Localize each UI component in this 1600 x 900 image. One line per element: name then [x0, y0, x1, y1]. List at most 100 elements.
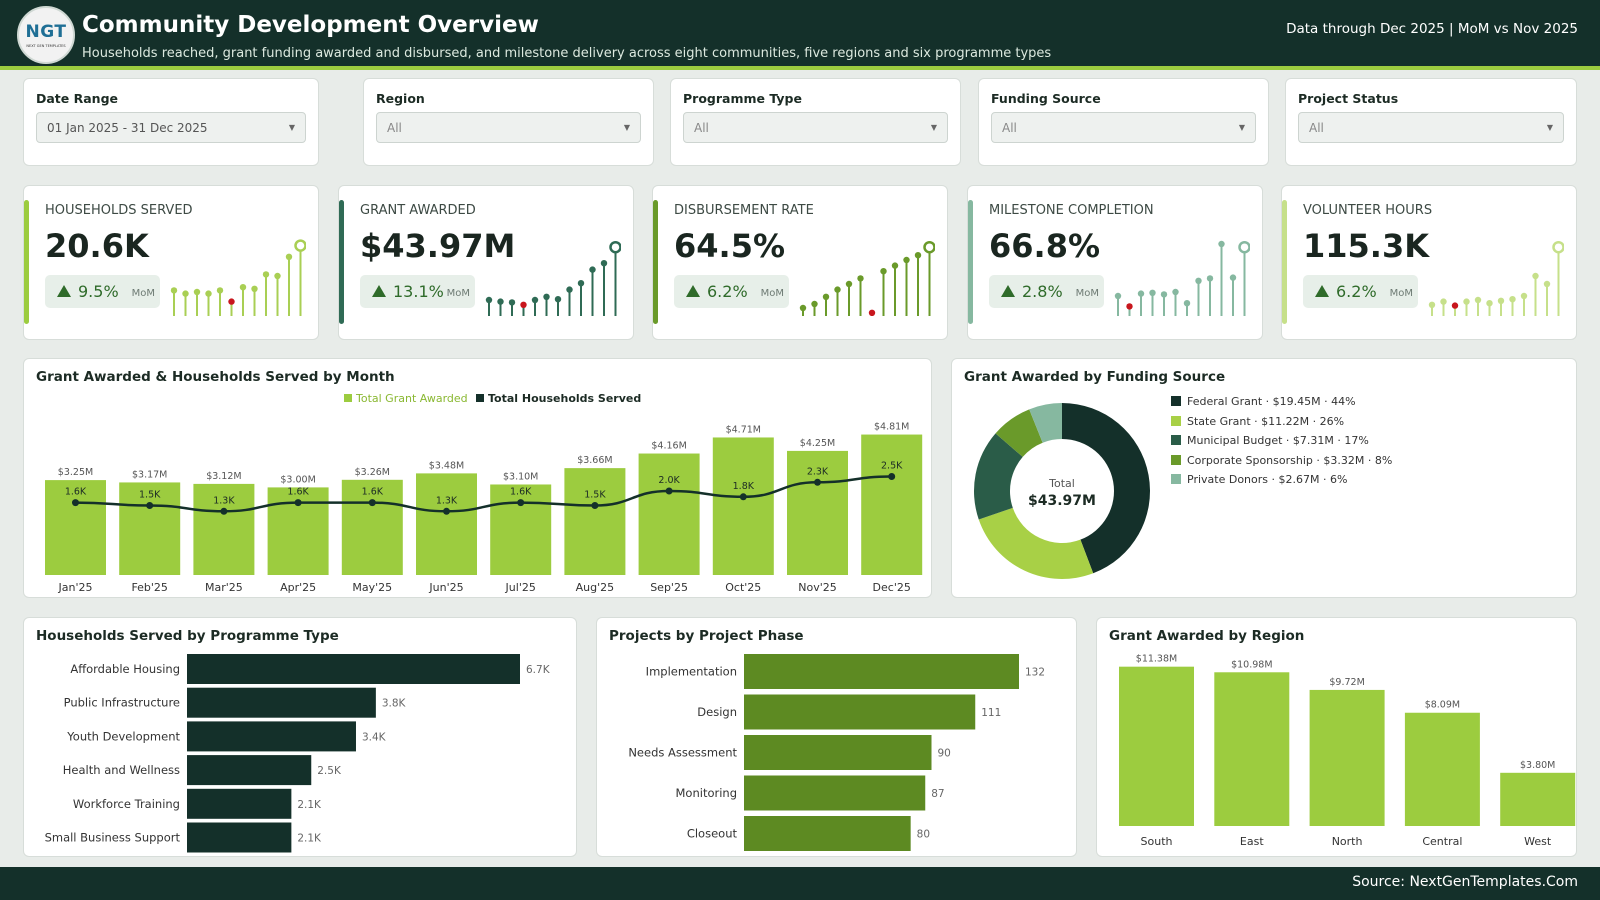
sparkline-point	[834, 286, 841, 293]
households-point	[591, 502, 599, 509]
bar-value-label: $3.80M	[1520, 760, 1555, 771]
bar-value-label: 3.8K	[382, 698, 407, 710]
sparkline-point	[589, 266, 596, 273]
legend-label: Federal Grant · $19.45M · 44%	[1187, 395, 1356, 408]
sparkline-point	[485, 296, 493, 304]
bar-value-label: $3.48M	[429, 460, 464, 471]
category-label: Workforce Training	[73, 797, 180, 811]
kpi-label: MILESTONE COMPLETION	[989, 203, 1154, 218]
filter-label: Project Status	[1298, 91, 1399, 106]
month-bar	[416, 473, 477, 575]
kpi-delta-badge: 6.2% MoM	[674, 275, 789, 308]
kpi-accent-bar	[339, 200, 344, 324]
category-label: Closeout	[687, 827, 738, 841]
legend-swatch-grant	[344, 394, 352, 402]
sparkline-low-point	[1126, 303, 1133, 310]
bar-value-label: 2.1K	[297, 833, 322, 845]
sparkline-point	[262, 271, 270, 278]
filter-value: All	[387, 121, 402, 135]
region-bar	[1500, 772, 1576, 826]
line-value-label: 1.6K	[65, 487, 87, 498]
bar-value-label: 80	[917, 829, 930, 841]
category-bar	[744, 694, 976, 730]
kpi-value: 64.5%	[674, 227, 786, 265]
kpi-sparkline	[170, 239, 306, 316]
line-value-label: 1.6K	[287, 487, 309, 498]
x-tick-label: Nov'25	[798, 581, 837, 594]
funding-source-select[interactable]: All ▼	[991, 112, 1256, 143]
region-bar	[1404, 712, 1480, 826]
sparkline-point	[1486, 300, 1493, 307]
kpi-delta-note: MoM	[446, 288, 470, 299]
category-label: Implementation	[646, 665, 737, 679]
filter-project-status: Project Status All ▼	[1285, 78, 1577, 166]
data-through-note: Data through Dec 2025 | MoM vs Nov 2025	[1286, 21, 1578, 37]
kpi-accent-bar	[653, 200, 658, 324]
x-tick-label: Dec'25	[873, 581, 911, 594]
chart-title: Grant Awarded & Households Served by Mon…	[36, 369, 395, 385]
bar-value-label: 2.1K	[297, 799, 322, 811]
kpi-delta-badge: 13.1% MoM	[360, 275, 475, 308]
date-range-select[interactable]: 01 Jan 2025 - 31 Dec 2025 ▼	[36, 112, 306, 143]
category-label: Affordable Housing	[70, 662, 180, 676]
sparkline-point	[845, 280, 853, 288]
filter-value: All	[1309, 121, 1324, 135]
sparkline-point	[891, 262, 899, 269]
line-value-label: 1.6K	[362, 487, 384, 498]
sparkline-point	[914, 252, 922, 259]
region-select[interactable]: All ▼	[376, 112, 641, 143]
bar-value-label: 132	[1025, 667, 1045, 679]
category-label: Health and Wellness	[63, 763, 180, 777]
logo-text: NGT	[25, 22, 67, 42]
region-bar	[1214, 672, 1290, 826]
bar-value-label: 87	[931, 788, 944, 800]
sparkline-point	[1497, 297, 1505, 304]
legend-swatch	[1171, 396, 1181, 406]
legend-swatch	[1171, 474, 1181, 484]
sparkline-current-marker	[923, 240, 935, 254]
up-arrow-icon	[1315, 285, 1329, 297]
kpi-sparkline	[1428, 240, 1564, 316]
region-bar	[1119, 666, 1194, 826]
x-tick-label: North	[1332, 835, 1363, 848]
sparkline-point	[205, 290, 212, 297]
filter-label: Programme Type	[683, 91, 802, 106]
category-label: Small Business Support	[45, 831, 181, 845]
sparkline-point	[1520, 292, 1528, 300]
programme-type-bar-chart: Affordable Housing 6.7K Public Infrastruct…	[45, 654, 551, 853]
x-tick-label: Jun'25	[428, 581, 463, 594]
sparkline-point	[566, 286, 573, 293]
line-value-label: 1.8K	[733, 481, 755, 492]
month-bar	[861, 434, 923, 575]
project-status-select[interactable]: All ▼	[1298, 112, 1564, 143]
sparkline-low-point	[868, 309, 876, 316]
line-value-label: 1.6K	[510, 487, 532, 498]
project-phase-bar-chart: Implementation 132 Design 111 Needs Assessme…	[628, 654, 1045, 851]
chart-title: Households Served by Programme Type	[36, 628, 339, 644]
sparkline-point	[880, 268, 887, 275]
sparkline-point	[1206, 275, 1214, 282]
category-bar	[744, 735, 932, 770]
month-bar	[712, 437, 774, 575]
programme-type-select[interactable]: All ▼	[683, 112, 948, 143]
donut-slice	[974, 433, 1023, 520]
bar-value-label: $3.12M	[206, 471, 241, 482]
legend-swatch	[1171, 454, 1181, 465]
category-bar	[187, 822, 292, 853]
sparkline-point	[216, 287, 224, 294]
bar-value-label: $3.00M	[280, 474, 315, 485]
up-arrow-icon	[57, 285, 71, 297]
kpi-sparkline	[485, 240, 621, 316]
x-tick-label: South	[1141, 835, 1173, 848]
month-bar	[193, 483, 255, 575]
sparkline-point	[1428, 301, 1436, 308]
x-tick-label: Apr'25	[280, 581, 316, 594]
sparkline-point	[193, 288, 201, 296]
monthly-chart-card: Grant Awarded & Households Served by Mon…	[23, 358, 932, 598]
sparkline-point	[600, 260, 608, 267]
filter-funding-source: Funding Source All ▼	[978, 78, 1269, 166]
bar-value-label: 111	[981, 707, 1001, 719]
x-tick-label: East	[1240, 835, 1264, 848]
bar-value-label: 90	[938, 748, 951, 760]
sparkline-current-marker	[1552, 240, 1564, 254]
